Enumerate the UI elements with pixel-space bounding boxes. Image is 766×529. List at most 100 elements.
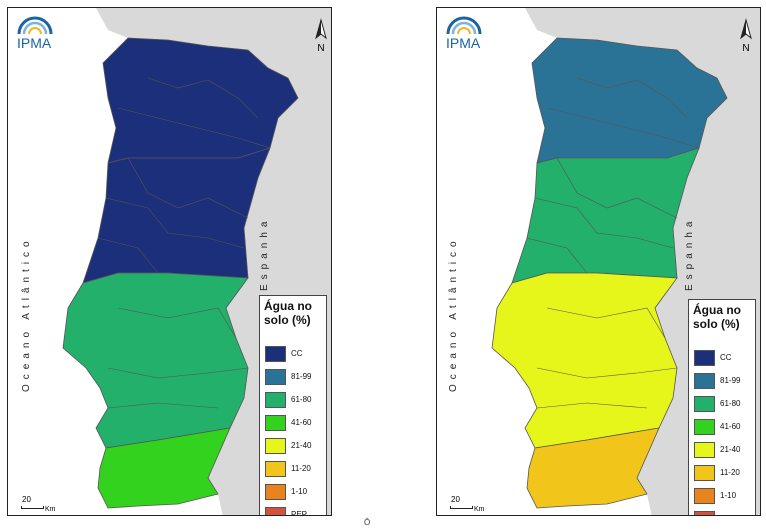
scale-bar: 20 Km <box>18 495 68 513</box>
legend-label: 1-10 <box>720 491 737 500</box>
district-borders-right <box>526 77 700 409</box>
north-arrow-icon: N <box>740 18 752 54</box>
legend-swatch <box>694 419 715 435</box>
ocean-label: Oceano Atlântico <box>448 236 459 392</box>
legend-item: 11-20 <box>694 465 754 481</box>
logo-text: IPMA <box>446 35 481 51</box>
scale-unit: Km <box>45 506 56 513</box>
legend-swatch <box>694 511 715 515</box>
ipma-logo-icon <box>446 16 482 35</box>
legend-item: 81-99 <box>694 373 754 389</box>
legend-swatch <box>265 484 286 500</box>
spain-label: Espanha <box>259 216 270 291</box>
legend-label: 61-80 <box>291 395 312 404</box>
map-panel-left: IPMA N Oceano Atlântico Espanha Água no … <box>7 7 332 516</box>
legend-swatch <box>265 415 286 431</box>
legend-label: 81-99 <box>291 372 312 381</box>
region-alentejo <box>491 272 678 449</box>
district-border <box>107 402 219 409</box>
legend-label: 61-80 <box>720 399 741 408</box>
portugal-left <box>62 37 299 509</box>
legend-label: PEP <box>720 514 736 515</box>
ocean-label: Oceano Atlântico <box>21 236 32 392</box>
district-border <box>526 237 588 274</box>
legend-right: Água no solo (%) CC 81-99 61-80 41-60 21-40 1… <box>688 299 756 515</box>
legend-item: 11-20 <box>265 461 325 477</box>
scale-value: 20 <box>22 495 31 504</box>
legend-label: 41-60 <box>291 418 312 427</box>
spain-label: Espanha <box>684 216 695 291</box>
scale-unit: Km <box>474 506 485 513</box>
scale-bar: 20 Km <box>447 495 497 513</box>
legend-item: 41-60 <box>694 419 754 435</box>
legend-left: Água no solo (%) CC 81-99 61-80 41-60 21-40 1… <box>259 295 327 516</box>
legend-item: PEP <box>265 507 325 516</box>
region-alentejo <box>62 272 249 449</box>
legend-label: 41-60 <box>720 422 741 431</box>
district-border <box>536 402 648 409</box>
legend-item: CC <box>694 350 754 366</box>
logo-text: IPMA <box>17 35 52 51</box>
legend-item: 61-80 <box>265 392 325 408</box>
region-algarve <box>526 427 660 509</box>
north-label: N <box>317 43 324 54</box>
legend-item: 21-40 <box>265 438 325 454</box>
legend-label: PEP <box>291 510 308 516</box>
legend-label: 21-40 <box>720 445 741 454</box>
legend-item: CC <box>265 346 325 362</box>
legend-swatch <box>265 461 286 477</box>
map-panel-right: IPMA N Oceano Atlântico Espanha Água no … <box>436 7 761 516</box>
district-border <box>147 77 259 119</box>
legend-label: 1-10 <box>291 487 308 496</box>
ipma-logo-icon <box>17 16 53 35</box>
legend-item: 1-10 <box>265 484 325 500</box>
legend-swatch <box>694 350 715 366</box>
legend-label: 11-20 <box>720 468 740 477</box>
legend-label: 11-20 <box>291 464 311 473</box>
legend-swatch <box>694 396 715 412</box>
district-border <box>105 197 245 249</box>
north-label: N <box>742 43 749 54</box>
district-borders-left <box>97 77 271 409</box>
legend-label: CC <box>291 349 303 358</box>
region-center <box>511 147 700 284</box>
scale-line <box>21 506 44 509</box>
north-arrow-icon: N <box>315 18 327 54</box>
legend-swatch <box>265 392 286 408</box>
district-border <box>546 107 700 149</box>
legend-item: 41-60 <box>265 415 325 431</box>
legend-swatch <box>265 438 286 454</box>
legend-item: 81-99 <box>265 369 325 385</box>
region-center <box>82 147 271 284</box>
district-border <box>117 107 271 149</box>
legend-swatch <box>265 369 286 385</box>
legend-item: 61-80 <box>694 396 754 412</box>
district-border <box>117 307 237 339</box>
legend-item: 1-10 <box>694 488 754 504</box>
scale-line <box>450 506 473 509</box>
district-border <box>97 237 159 274</box>
district-border <box>107 367 249 379</box>
district-border <box>534 197 674 249</box>
footer-glyph: Ŏ <box>364 518 371 527</box>
legend-item: 21-40 <box>694 442 754 458</box>
legend-swatch <box>694 465 715 481</box>
district-border <box>546 307 666 339</box>
legend-label: 21-40 <box>291 441 312 450</box>
legend-swatch <box>694 373 715 389</box>
district-border <box>576 77 688 119</box>
district-border <box>127 157 249 219</box>
scale-value: 20 <box>451 495 460 504</box>
legend-swatch <box>265 507 286 515</box>
legend-title: Água no solo (%) <box>693 303 741 331</box>
legend-title: Água no solo (%) <box>264 299 312 327</box>
portugal-right <box>491 37 728 509</box>
district-border <box>556 157 678 219</box>
legend-swatch <box>694 488 715 504</box>
region-algarve <box>97 427 231 509</box>
legend-label: 81-99 <box>720 376 741 385</box>
legend-label: CC <box>720 353 732 362</box>
legend-swatch <box>694 442 715 458</box>
legend-item: PEP <box>694 511 754 515</box>
district-border <box>536 367 678 379</box>
